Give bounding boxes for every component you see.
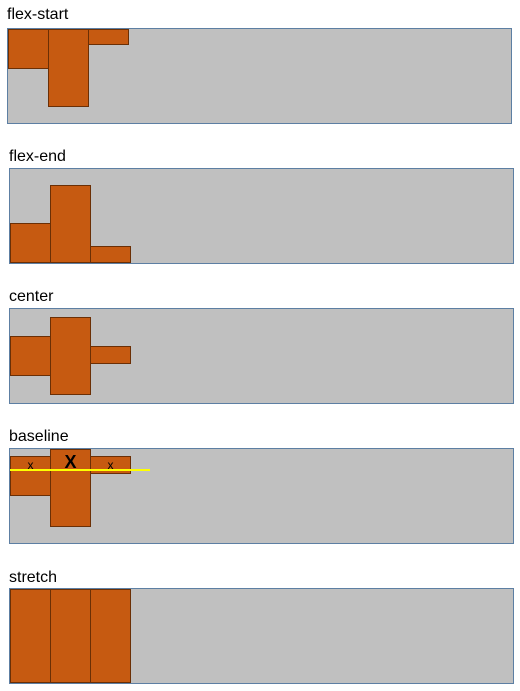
flex-item-3: [90, 346, 131, 364]
section-label-center: center: [9, 288, 54, 305]
flex-container-flex-end: [9, 168, 514, 264]
section-label-flex-start: flex-start: [7, 6, 69, 23]
flex-container-baseline: x X x: [9, 448, 514, 544]
flex-item-1: [10, 336, 51, 376]
section-label-stretch: stretch: [9, 569, 58, 586]
flex-item-3: [88, 29, 129, 45]
flex-item-2: [50, 589, 91, 683]
baseline-line: [10, 469, 150, 471]
baseline-marker-large: X: [64, 452, 77, 472]
flex-item-3: [90, 589, 131, 683]
baseline-marker-small: x: [107, 458, 114, 472]
section-label-baseline: baseline: [9, 428, 69, 445]
flex-item-3: x: [90, 456, 131, 474]
flex-item-2: [48, 29, 89, 107]
flex-container-flex-start: [7, 28, 512, 124]
flex-item-1: x: [10, 456, 51, 496]
flex-container-stretch: [9, 588, 514, 684]
flex-item-2: [50, 185, 91, 263]
flex-item-1: [10, 223, 51, 263]
flex-item-2: X: [50, 449, 91, 527]
flex-item-1: [8, 29, 49, 69]
section-label-flex-end: flex-end: [9, 148, 66, 165]
baseline-marker-small: x: [27, 458, 34, 472]
flex-item-2: [50, 317, 91, 395]
flex-container-center: [9, 308, 514, 404]
flex-item-3: [90, 246, 131, 263]
flex-item-1: [10, 589, 51, 683]
